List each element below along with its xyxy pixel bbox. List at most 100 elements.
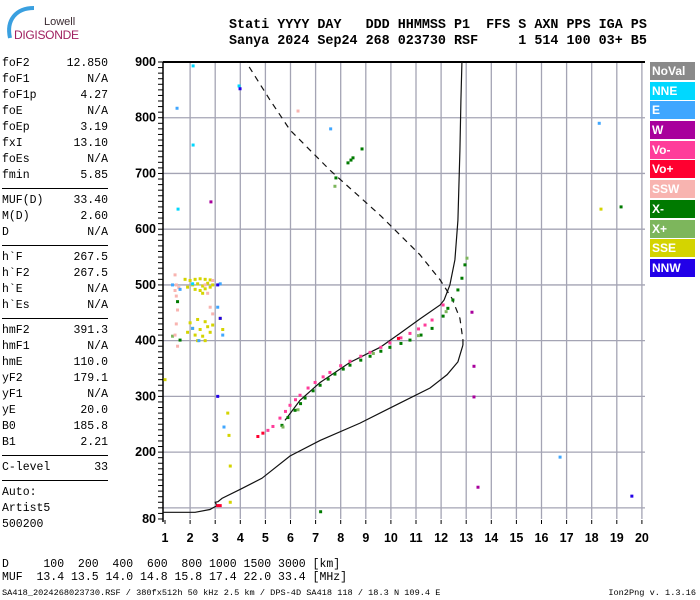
echo-point: [208, 330, 212, 334]
y-tick-label: 800: [135, 111, 156, 125]
echo-point: [419, 333, 423, 337]
x-tick-label: 19: [610, 531, 624, 545]
echo-point: [191, 64, 195, 68]
x-tick-label: 9: [362, 531, 369, 545]
echo-point: [266, 428, 270, 432]
param-value: N/A: [87, 105, 108, 118]
echo-point: [339, 364, 343, 368]
echo-point: [203, 320, 207, 324]
echo-point: [227, 433, 231, 437]
echo-point: [558, 455, 562, 459]
param-value: 12.850: [66, 57, 108, 70]
y-tick-label: 600: [135, 222, 156, 236]
echo-point: [349, 158, 353, 162]
param-name: h`Es: [2, 299, 30, 312]
echo-point: [201, 291, 205, 295]
param-name: D: [2, 226, 9, 239]
echo-point: [298, 393, 302, 397]
param-value: N/A: [87, 340, 108, 353]
param-name: fxI: [2, 137, 23, 150]
echo-point: [303, 396, 307, 400]
echo-point: [283, 409, 287, 413]
echo-point: [318, 383, 322, 387]
echo-point: [163, 378, 167, 382]
echo-point: [188, 321, 192, 325]
param-value: N/A: [87, 388, 108, 401]
echo-point: [203, 287, 207, 291]
true-height-profile-line: [162, 344, 464, 513]
echo-point: [173, 288, 177, 292]
echo-point: [299, 402, 303, 406]
echo-point: [368, 354, 372, 358]
legend-item: Vo-: [650, 140, 695, 159]
echo-point: [379, 345, 383, 349]
echo-point: [193, 287, 197, 291]
y-tick-label: 400: [135, 334, 156, 348]
echo-point: [211, 278, 215, 282]
echo-point: [333, 372, 337, 376]
legend-item: NNW: [650, 258, 695, 277]
param-row: foF2 12.850: [2, 56, 108, 72]
echo-point: [174, 294, 178, 298]
echo-point: [186, 330, 190, 334]
echo-point: [171, 334, 175, 338]
scaled-parameters-panel: foF2 12.850 foF1 N/A foF1p 4.27 foE N/A foEp 3.19…: [2, 56, 108, 533]
param-value: 33: [94, 461, 108, 474]
digisonde-logo: Lowell DIGISONDE: [4, 4, 114, 44]
echo-point: [597, 121, 601, 125]
echo-point: [463, 263, 467, 267]
logo-arc-icon: [7, 6, 35, 39]
param-value: 185.8: [73, 420, 108, 433]
legend-item: E: [650, 101, 695, 120]
echo-point: [174, 283, 178, 287]
x-tick-label: 8: [337, 531, 344, 545]
param-name: Auto:: [2, 486, 37, 499]
echo-point: [472, 395, 476, 399]
echo-point: [441, 314, 445, 318]
param-name: yE: [2, 404, 16, 417]
param-row: fxI 13.10: [2, 136, 108, 152]
echo-point: [408, 338, 412, 342]
echo-point: [203, 283, 207, 287]
param-row: hmF2 391.3: [2, 323, 108, 339]
echo-point: [396, 336, 400, 340]
x-tick-label: 18: [585, 531, 599, 545]
param-row: Artist5: [2, 501, 108, 517]
echo-point: [211, 312, 215, 316]
param-name: MUF(D): [2, 194, 44, 207]
echo-point: [173, 273, 177, 277]
legend: NoVal NNE E W Vo- Vo+ SSW X- X+ SSE NNW: [650, 62, 695, 279]
y-tick-label: 900: [135, 55, 156, 69]
echo-point: [293, 408, 297, 412]
echo-point: [280, 423, 284, 427]
param-value: 2.60: [80, 210, 108, 223]
y-tick-label: 300: [135, 389, 156, 403]
echo-point: [417, 327, 421, 331]
param-value: N/A: [87, 153, 108, 166]
param-row: fmin 5.85: [2, 168, 108, 184]
echo-point: [171, 283, 175, 287]
echo-point: [198, 288, 202, 292]
param-row: h`F2 267.5: [2, 266, 108, 282]
echo-point: [176, 300, 180, 304]
y-tick-label: 80: [142, 512, 156, 526]
echo-point: [208, 285, 212, 289]
param-row: foF1 N/A: [2, 72, 108, 88]
echo-point: [333, 184, 337, 188]
separator: [2, 480, 108, 481]
echo-point: [359, 358, 363, 362]
echo-point: [379, 349, 383, 353]
echo-point: [193, 277, 197, 281]
echo-point: [218, 504, 222, 508]
echo-point: [430, 326, 434, 330]
echo-point: [176, 308, 180, 312]
echo-point: [619, 205, 623, 209]
x-tick-label: 15: [509, 531, 523, 545]
x-tick-label: 11: [409, 531, 422, 545]
legend-item: X+: [650, 219, 695, 238]
param-name: B0: [2, 420, 16, 433]
param-row: yE 20.0: [2, 403, 108, 419]
param-name: M(D): [2, 210, 30, 223]
echo-point: [173, 333, 177, 337]
echo-point: [191, 143, 195, 147]
